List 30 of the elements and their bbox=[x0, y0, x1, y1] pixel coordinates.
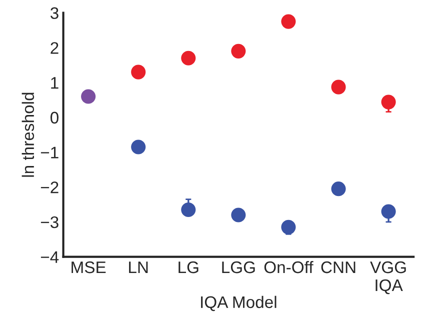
y-tick-label: 2 bbox=[50, 42, 58, 54]
point bbox=[131, 64, 146, 80]
point bbox=[331, 80, 346, 94]
y-tick-label: 0 bbox=[50, 112, 58, 124]
point bbox=[181, 202, 196, 218]
x-tick-label: MSE bbox=[72, 261, 106, 274]
point bbox=[231, 44, 246, 58]
point bbox=[181, 50, 196, 66]
x-tick-label: VGG IQA bbox=[370, 261, 406, 294]
point bbox=[381, 204, 396, 219]
point bbox=[131, 140, 146, 154]
y-tick-label: 1 bbox=[51, 77, 58, 89]
x-tick-label: LG bbox=[178, 261, 198, 274]
point bbox=[381, 94, 396, 110]
point bbox=[281, 14, 296, 29]
point bbox=[231, 208, 246, 222]
y-axis-title: ln threshold bbox=[22, 92, 34, 177]
x-tick-label: LN bbox=[129, 262, 148, 274]
point bbox=[81, 89, 96, 104]
y-tick-label: −3 bbox=[40, 216, 58, 228]
point bbox=[331, 182, 346, 196]
x-tick-label: On-Off bbox=[264, 260, 314, 274]
y-tick-label: −4 bbox=[40, 251, 59, 263]
y-tick-label: −1 bbox=[40, 146, 58, 158]
x-tick-label: CNN bbox=[321, 261, 356, 274]
x-axis-title: IQA Model bbox=[201, 296, 276, 312]
x-tick-label: LGG bbox=[222, 261, 255, 274]
y-tick-label: 3 bbox=[50, 7, 58, 20]
y-tick-label: −2 bbox=[40, 182, 58, 194]
point bbox=[281, 220, 296, 234]
